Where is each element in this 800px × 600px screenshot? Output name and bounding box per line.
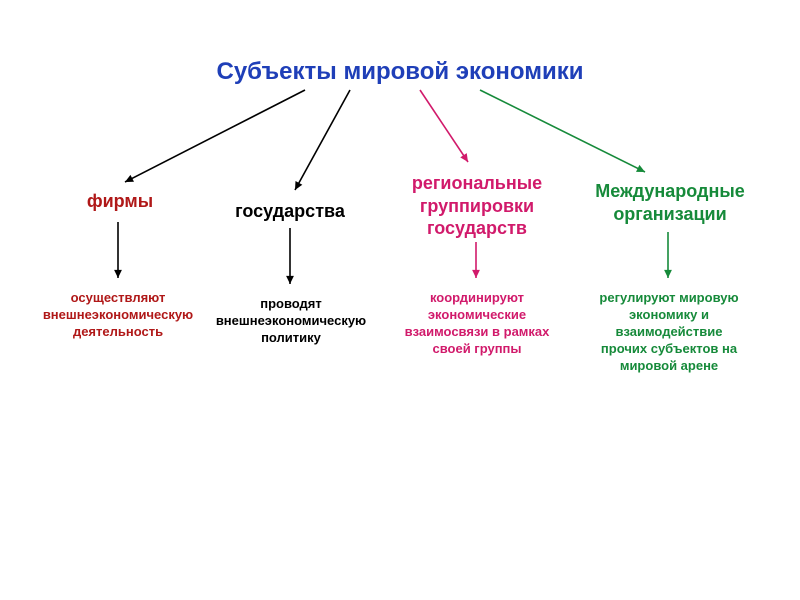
branch-desc-regional: координируют экономические взаимосвязи в… bbox=[400, 290, 554, 358]
arrow bbox=[468, 78, 657, 184]
branch-desc-states: проводят внешнеэкономическую политику bbox=[206, 296, 376, 347]
arrow bbox=[106, 210, 130, 290]
branch-label-intl: Международные организации bbox=[580, 180, 760, 225]
arrow bbox=[656, 220, 680, 290]
arrow bbox=[278, 216, 302, 296]
branch-label-states: государства bbox=[215, 200, 365, 223]
branch-desc-intl: регулируют мировую экономику и взаимодей… bbox=[594, 290, 744, 374]
branch-label-regional: региональные группировки государств bbox=[392, 172, 562, 240]
arrow bbox=[283, 78, 362, 202]
branch-desc-firms: осуществляют внешнеэкономическую деятель… bbox=[18, 290, 218, 341]
branch-label-firms: фирмы bbox=[55, 190, 185, 213]
